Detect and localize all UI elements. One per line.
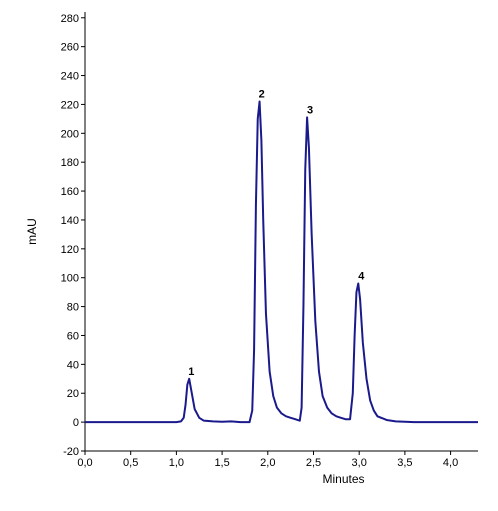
x-tick-label: 0,0	[77, 457, 92, 469]
y-tick-label: 220	[61, 99, 79, 111]
x-axis-ticks: 0,0 0,5 1,0 1,5 2,0 2,5 3,0 3,5 4,0	[77, 451, 458, 469]
y-tick-label: 120	[61, 244, 79, 256]
chromatogram-line	[85, 100, 478, 424]
x-tick-label: 4,0	[443, 457, 458, 469]
y-axis-ticks: -20 0 20 40 60 80 100 120 140 160 180 200 220 240 260 2…	[61, 13, 85, 458]
axes	[84, 12, 478, 452]
y-tick-label: 20	[67, 388, 79, 400]
x-tick-label: 3,0	[352, 457, 367, 469]
peak-label: 1	[188, 366, 194, 378]
x-tick-label: 2,0	[260, 457, 275, 469]
y-axis-title: mAU	[25, 218, 39, 245]
y-tick-label: 140	[61, 215, 79, 227]
x-tick-label: 1,0	[169, 457, 184, 469]
peak-label: 2	[259, 89, 265, 101]
x-tick-label: 1,5	[214, 457, 229, 469]
peak-label: 3	[307, 104, 313, 116]
y-tick-label: 80	[67, 302, 79, 314]
x-tick-label: 3,5	[397, 457, 412, 469]
y-tick-label: 100	[61, 273, 79, 285]
peak-label: 4	[358, 270, 365, 282]
y-tick-label: -20	[63, 446, 79, 458]
peak-labels: 1 2 3 4	[188, 89, 365, 378]
x-tick-label: 0,5	[123, 457, 138, 469]
y-tick-label: 200	[61, 128, 79, 140]
y-tick-label: 240	[61, 71, 79, 83]
y-tick-label: 280	[61, 13, 79, 25]
y-tick-label: 260	[61, 42, 79, 54]
y-tick-label: 160	[61, 186, 79, 198]
y-tick-label: 180	[61, 157, 79, 169]
x-axis-title: Minutes	[322, 472, 364, 486]
y-tick-label: 0	[73, 417, 79, 429]
x-tick-label: 2,5	[306, 457, 321, 469]
y-tick-label: 60	[67, 330, 79, 342]
y-tick-label: 40	[67, 359, 79, 371]
